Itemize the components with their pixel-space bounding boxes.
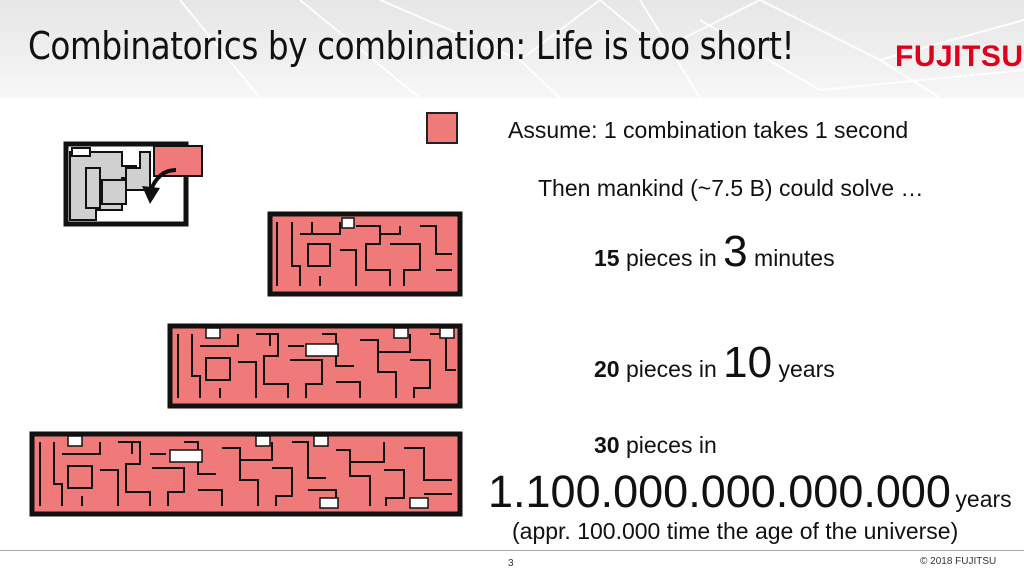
duration-unit: years [955, 486, 1012, 512]
page-number: 3 [508, 558, 514, 569]
pieces-label: pieces in [625, 356, 717, 382]
example-board [63, 141, 203, 227]
board-15-pieces [267, 211, 463, 297]
intro-text: Then mankind (~7.5 B) could solve … [538, 175, 924, 201]
board-20-pieces [167, 323, 463, 409]
title-bar: Combinatorics by combination: Life is to… [0, 0, 1024, 98]
decorative-network-background [179, 0, 1024, 98]
duration-value: 10 [723, 338, 773, 387]
result-row-30-label: 30 pieces in [594, 432, 717, 459]
board-30-pieces [29, 431, 463, 517]
result-row-20: 20 pieces in 10 years [594, 341, 835, 385]
footer-divider [0, 550, 1024, 551]
duration-unit: minutes [754, 245, 835, 271]
assumption-text: Assume: 1 combination takes 1 second [508, 117, 909, 143]
pieces-label: pieces in [625, 432, 717, 458]
combination-legend-square [426, 112, 458, 144]
duration-value: 1.100.000.000.000.000 [488, 466, 951, 517]
copyright: © 2018 FUJITSU [920, 556, 997, 567]
duration-value: 3 [723, 227, 748, 276]
pieces-count: 15 [594, 245, 620, 271]
pieces-count: 30 [594, 432, 620, 458]
pieces-label: pieces in [625, 245, 717, 271]
result-row-30-duration: 1.100.000.000.000.000 years [488, 466, 1012, 518]
duration-unit: years [778, 356, 835, 382]
universe-age-note: (appr. 100.000 time the age of the unive… [512, 518, 959, 544]
pieces-count: 20 [594, 356, 620, 382]
page-title: Combinatorics by combination: Life is to… [28, 24, 795, 68]
fujitsu-logo: FUJITSU [895, 40, 1024, 73]
result-row-15: 15 pieces in 3 minutes [594, 230, 835, 274]
